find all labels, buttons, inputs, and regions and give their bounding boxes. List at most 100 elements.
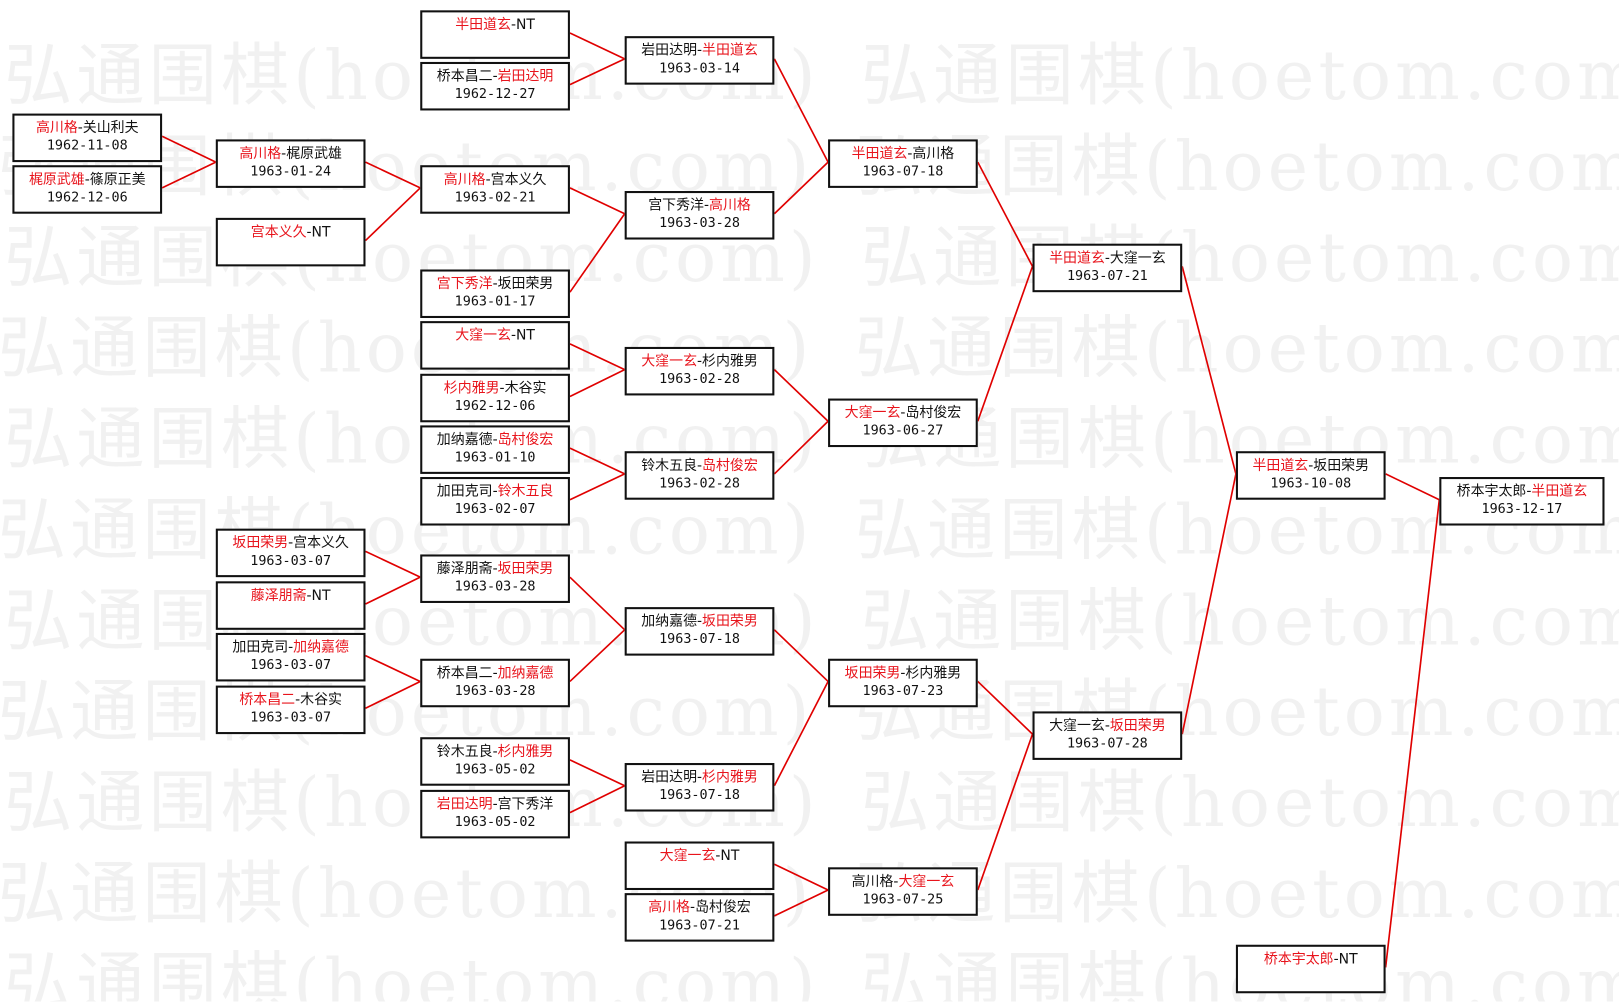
- match-date: 1963-03-28: [454, 579, 536, 595]
- match-date: 1963-05-02: [454, 814, 536, 831]
- separator: -: [1308, 457, 1314, 474]
- match-box: 高川格-关山利夫 1962-11-08: [12, 113, 163, 163]
- match-players: 加纳嘉德-岛村俊宏: [422, 431, 568, 450]
- match-players: 梶原武雄-篠原正美: [14, 170, 160, 189]
- watermark-text: 弘通围棋(hoetom.com): [0, 490, 814, 570]
- player-1: 铃木五良: [436, 743, 493, 760]
- match-players: 高川格-关山利夫: [14, 119, 160, 138]
- separator: -: [715, 847, 721, 865]
- match-date: 1963-03-07: [250, 710, 332, 726]
- player-1: 大窪一玄: [455, 327, 511, 344]
- player-2: 篠原正美: [89, 171, 146, 188]
- match-box: 大窪一玄-NT: [420, 321, 570, 370]
- player-2: 坂田荣男: [497, 275, 554, 293]
- match-players: 大窪一玄-NT: [627, 847, 773, 866]
- watermark-text: 弘通围棋(hoetom.com): [861, 36, 1619, 116]
- connector-line: [773, 629, 829, 683]
- player-1: 高川格: [239, 145, 282, 163]
- player-1: 半田道玄: [1049, 249, 1105, 267]
- watermark-text: 弘通围棋(hoetom.com): [854, 853, 1619, 934]
- connector-line: [977, 161, 1034, 267]
- player-1: 铃木五良: [641, 457, 698, 474]
- connector-line: [569, 58, 626, 86]
- player-2: NT: [1338, 950, 1358, 968]
- player-2: 关山利夫: [82, 119, 139, 137]
- player-1: 高川格: [35, 119, 78, 137]
- connector-line: [773, 161, 829, 215]
- watermark-text: 弘通围棋(hoetom.com): [4, 944, 820, 1002]
- match-players: 半田道玄-大窪一玄: [1035, 249, 1181, 268]
- match-box: 大窪一玄-岛村俊宏 1963-06-27: [828, 398, 978, 448]
- match-date: 1963-10-08: [1270, 475, 1352, 492]
- player-2: 坂田荣男: [497, 560, 554, 578]
- match-players: 桥本昌二-加纳嘉德: [422, 664, 568, 683]
- player-2: 高川格: [709, 197, 751, 214]
- player-2: 大窪一玄: [1109, 249, 1166, 267]
- connector-line: [569, 447, 626, 475]
- player-1: 高川格: [851, 873, 894, 891]
- match-box: 藤泽朋斋-NT: [215, 581, 366, 630]
- player-2: 岛村俊宏: [702, 457, 758, 474]
- match-date: 1963-07-21: [1066, 268, 1148, 284]
- match-players: 宫下秀洋-坂田荣男: [422, 275, 568, 294]
- player-1: 大窪一玄: [659, 847, 716, 865]
- connector-line: [364, 187, 421, 242]
- match-players: 桥本昌二-木谷实: [218, 691, 364, 710]
- watermark-text: 弘通围棋(hoetom.com): [854, 126, 1619, 207]
- match-box: 铃木五良-岛村俊宏 1963-02-28: [624, 451, 775, 500]
- match-box: 宫本义久-NT: [215, 217, 366, 267]
- player-1: 桥本宇太郎: [1263, 950, 1334, 968]
- match-players: 加田克司-铃木五良: [422, 482, 568, 501]
- match-date: 1963-03-14: [659, 60, 740, 77]
- match-date: 1963-01-17: [454, 294, 536, 310]
- separator: -: [1333, 950, 1339, 968]
- connector-line: [1181, 473, 1237, 735]
- separator: -: [492, 275, 498, 293]
- connector-line: [569, 343, 626, 371]
- match-players: 半田道玄-坂田荣男: [1238, 456, 1384, 475]
- match-players: 大窪一玄-岛村俊宏: [830, 404, 976, 423]
- match-box: 岩田达明-宫下秀洋 1963-05-02: [420, 789, 570, 839]
- match-players: 藤泽朋斋-坂田荣男: [422, 560, 568, 579]
- player-1: 加纳嘉德: [641, 613, 698, 630]
- player-2: 坂田荣男: [1313, 457, 1370, 474]
- match-box: 宫下秀洋-坂田荣男 1963-01-17: [420, 269, 570, 319]
- player-2: 铃木五良: [497, 483, 554, 500]
- player-1: 宫下秀洋: [436, 275, 493, 293]
- separator: -: [492, 560, 498, 578]
- player-1: 梶原武雄: [28, 171, 85, 188]
- player-1: 加纳嘉德: [436, 431, 493, 449]
- match-box: 宫下秀洋-高川格 1963-03-28: [624, 191, 775, 240]
- connector-line: [569, 629, 626, 683]
- player-2: 杉内雅男: [702, 353, 758, 370]
- match-players: 岩田达明-宫下秀洋: [422, 795, 568, 814]
- connector-line: [773, 369, 829, 422]
- player-1: 坂田荣男: [232, 534, 289, 552]
- player-1: 岩田达明: [641, 769, 698, 786]
- match-players: 杉内雅男-木谷实: [422, 379, 568, 398]
- separator: -: [703, 197, 710, 214]
- connector-line: [1385, 473, 1440, 501]
- separator: -: [306, 587, 312, 605]
- match-box: 坂田荣男-宫本义久 1963-03-07: [215, 528, 366, 578]
- match-box: 桥本昌二-木谷实 1963-03-07: [215, 685, 366, 735]
- connector-line: [773, 420, 829, 475]
- match-box: 加纳嘉德-坂田荣男 1963-07-18: [624, 607, 775, 656]
- separator: -: [697, 613, 703, 630]
- separator: -: [1526, 483, 1532, 500]
- player-2: 岛村俊宏: [695, 899, 751, 916]
- match-players: 大窪一玄-NT: [422, 326, 568, 345]
- connector-line: [773, 58, 829, 163]
- separator: -: [907, 145, 913, 163]
- connector-line: [161, 161, 217, 189]
- match-box: 高川格-宫本义久 1963-02-21: [420, 165, 570, 214]
- match-players: 高川格-大窪一玄: [830, 872, 976, 891]
- separator: -: [492, 743, 498, 760]
- match-box: 高川格-大窪一玄 1963-07-25: [828, 867, 978, 916]
- match-box: 半田道玄-NT: [420, 10, 570, 59]
- match-date: 1963-12-17: [1481, 501, 1563, 518]
- match-players: 岩田达明-半田道玄: [627, 41, 773, 60]
- match-date: 1963-07-18: [862, 164, 944, 180]
- connector-line: [773, 681, 829, 787]
